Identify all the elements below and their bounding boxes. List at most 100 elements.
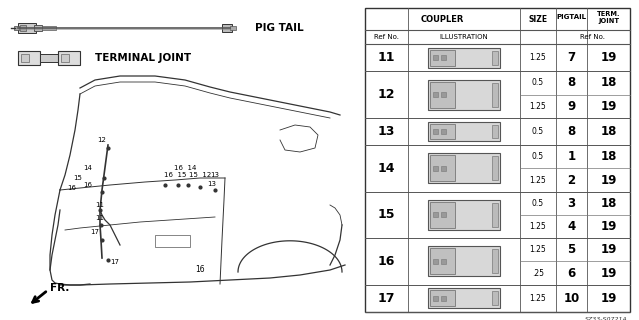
Bar (222, 24, 232, 32)
Bar (18, 23, 36, 33)
Bar (429, 82, 455, 108)
Text: 17: 17 (91, 229, 100, 235)
Bar (14, 26, 19, 30)
Bar (429, 248, 455, 275)
Text: 13: 13 (210, 172, 220, 178)
Text: PIG TAIL: PIG TAIL (255, 23, 304, 33)
Text: 1.25: 1.25 (530, 53, 546, 62)
Text: ILLUSTRATION: ILLUSTRATION (440, 34, 488, 40)
Bar (365, 8, 630, 312)
Text: 19: 19 (600, 267, 617, 280)
Bar (18, 51, 40, 65)
Text: 19: 19 (600, 220, 617, 233)
Bar (427, 80, 500, 109)
Text: 14: 14 (378, 162, 396, 175)
Bar (441, 55, 445, 60)
Text: 12: 12 (378, 88, 396, 101)
Bar (429, 156, 455, 181)
Text: FR.: FR. (50, 283, 70, 293)
Text: 1.25: 1.25 (530, 245, 546, 254)
Bar (427, 246, 500, 276)
Bar (493, 249, 498, 273)
Bar (429, 202, 455, 228)
Bar (427, 289, 500, 308)
Bar (21, 54, 29, 62)
Text: 19: 19 (600, 100, 617, 113)
Bar (433, 166, 438, 171)
Text: Ref No.: Ref No. (580, 34, 606, 40)
Bar (441, 212, 445, 217)
Bar (42, 26, 56, 30)
Text: 5: 5 (567, 243, 576, 256)
Text: 1.25: 1.25 (530, 102, 546, 111)
Text: 11: 11 (378, 51, 396, 64)
Text: 12: 12 (98, 137, 107, 143)
Bar (427, 153, 500, 183)
Bar (493, 125, 498, 138)
Text: 18: 18 (600, 197, 617, 210)
Text: 18: 18 (600, 76, 617, 90)
Bar (493, 83, 498, 107)
Bar (155, 235, 190, 247)
Text: SIZE: SIZE (528, 14, 548, 23)
Text: 16  14: 16 14 (174, 165, 196, 171)
Bar (493, 156, 498, 180)
Text: 16: 16 (68, 185, 77, 191)
Bar (429, 50, 455, 66)
Text: PIGTAIL: PIGTAIL (557, 14, 587, 20)
Bar (493, 292, 498, 305)
Text: TERMINAL JOINT: TERMINAL JOINT (95, 53, 191, 63)
Bar (427, 122, 500, 141)
Text: COUPLER: COUPLER (421, 14, 464, 23)
Bar (433, 296, 438, 301)
Text: 1.25: 1.25 (530, 294, 546, 303)
Text: Ref No.: Ref No. (374, 34, 399, 40)
Text: 16: 16 (378, 255, 395, 268)
Text: 19: 19 (600, 173, 617, 187)
Bar (441, 129, 445, 134)
Text: TERM.
JOINT: TERM. JOINT (597, 11, 620, 23)
Text: 19: 19 (600, 243, 617, 256)
Text: 16: 16 (195, 266, 205, 275)
Bar (427, 200, 500, 230)
Text: 18: 18 (600, 125, 617, 138)
Text: 1.25: 1.25 (530, 222, 546, 231)
Text: 6: 6 (567, 267, 576, 280)
Bar (433, 259, 438, 264)
Bar (441, 296, 445, 301)
Text: 16: 16 (84, 182, 93, 188)
Text: 15  12: 15 12 (189, 172, 211, 178)
Text: 7: 7 (567, 51, 576, 64)
Bar (433, 55, 438, 60)
Bar (493, 51, 498, 65)
Text: 17: 17 (378, 292, 396, 305)
Bar (441, 166, 445, 171)
Text: 1.25: 1.25 (530, 176, 546, 185)
Text: 18: 18 (600, 150, 617, 163)
Text: .25: .25 (532, 268, 544, 277)
Bar (433, 129, 438, 134)
Text: 14: 14 (84, 165, 93, 171)
Text: 11: 11 (95, 215, 105, 221)
Text: 9: 9 (567, 100, 576, 113)
Bar (433, 92, 438, 97)
Text: 0.5: 0.5 (532, 199, 544, 208)
Text: 0.5: 0.5 (532, 78, 544, 87)
Bar (58, 51, 80, 65)
Bar (20, 25, 26, 31)
Text: 13: 13 (208, 181, 217, 187)
Bar (441, 92, 445, 97)
Text: 15: 15 (73, 175, 82, 181)
Text: SZ33-S0721A: SZ33-S0721A (585, 317, 628, 320)
Text: 19: 19 (600, 292, 617, 305)
Text: 4: 4 (567, 220, 576, 233)
Text: 8: 8 (567, 76, 576, 90)
Bar (427, 48, 500, 68)
Bar (433, 212, 438, 217)
Text: 8: 8 (567, 125, 576, 138)
Text: 16  15: 16 15 (164, 172, 186, 178)
Text: 3: 3 (567, 197, 576, 210)
Text: 13: 13 (378, 125, 395, 138)
Text: 15: 15 (378, 208, 396, 221)
Bar (493, 203, 498, 227)
